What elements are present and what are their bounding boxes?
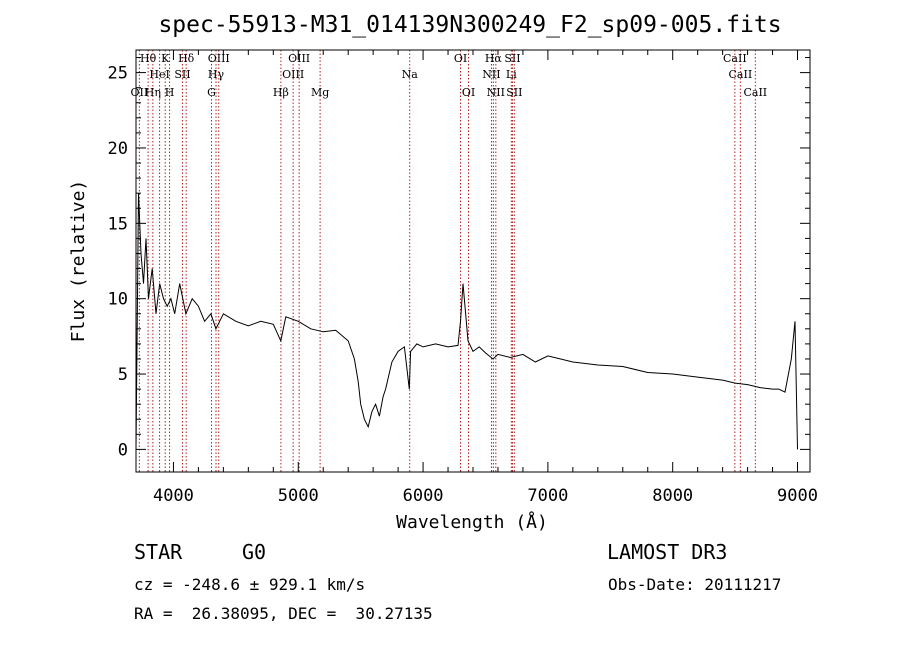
line-label-26: CaII (743, 86, 767, 99)
line-label-5: H (165, 86, 175, 99)
line-label-15: Na (402, 68, 419, 81)
line-label-0: OII (131, 86, 149, 99)
line-label-24: CaII (723, 52, 747, 65)
line-label-13: OIII (288, 52, 310, 65)
chart-title: spec-55913-M31_014139N300249_F2_sp09-005… (158, 12, 781, 38)
line-label-23: SII (506, 86, 522, 99)
y-tick-label: 20 (108, 139, 128, 159)
x-tick-label: 4000 (153, 486, 194, 506)
plot-frame (135, 49, 811, 473)
line-label-20: NII (487, 86, 505, 99)
line-label-18: NII (482, 68, 500, 81)
y-axis-label: Flux (relative) (68, 180, 89, 343)
survey-name: LAMOST DR3 (607, 540, 728, 564)
line-label-4: K (161, 52, 170, 65)
line-label-9: Hγ (208, 68, 225, 81)
x-tick-label: 7000 (527, 486, 568, 506)
line-label-7: Hδ (178, 52, 195, 65)
ra-dec-coordinates: RA = 26.38095, DEC = 30.27135 (134, 604, 433, 623)
line-label-19: Hα (485, 52, 503, 65)
object-subclass: G0 (242, 540, 267, 564)
y-tick-label: 5 (118, 365, 128, 385)
line-label-17: OI (462, 86, 475, 99)
line-label-22: SII (504, 52, 520, 65)
line-label-10: OIII (208, 52, 230, 65)
redshift-velocity: cz = -248.6 ± 929.1 km/s (134, 575, 366, 594)
object-class: STAR (134, 540, 183, 564)
y-tick-label: 0 (118, 440, 128, 460)
line-label-16: OI (454, 52, 467, 65)
line-label-14: Mg (311, 86, 329, 99)
x-tick-label: 5000 (278, 486, 319, 506)
line-label-8: G (207, 86, 216, 99)
line-label-6: SII (174, 68, 190, 81)
line-label-12: OIII (282, 68, 304, 81)
line-label-25: CaII (729, 68, 753, 81)
x-axis-ticks: 4000 5000 6000 7000 8000 9000 (153, 50, 818, 506)
line-label-2: Hη (145, 86, 161, 99)
line-label-11: Hβ (273, 86, 289, 99)
line-label-1: Hθ (140, 52, 157, 65)
y-tick-label: 15 (108, 214, 128, 234)
spectrum-line (135, 193, 798, 450)
x-axis-label: Wavelength (Å) (396, 511, 548, 533)
line-label-3: HeI (149, 68, 169, 81)
y-tick-label: 25 (108, 64, 128, 84)
y-tick-label: 10 (108, 290, 128, 310)
x-tick-label: 9000 (777, 486, 818, 506)
line-label-21: Li (506, 68, 517, 81)
observation-date: Obs-Date: 20111217 (608, 575, 782, 594)
y-axis-ticks: 0 5 10 15 20 25 (108, 57, 810, 460)
emission-line-markers (138, 50, 756, 472)
x-tick-label: 6000 (403, 486, 444, 506)
x-tick-label: 8000 (652, 486, 693, 506)
emission-line-labels: OII Hθ Hη HeI K H SII Hδ G Hγ OIII Hβ OIII OIII Mg Na OI… (131, 52, 768, 99)
